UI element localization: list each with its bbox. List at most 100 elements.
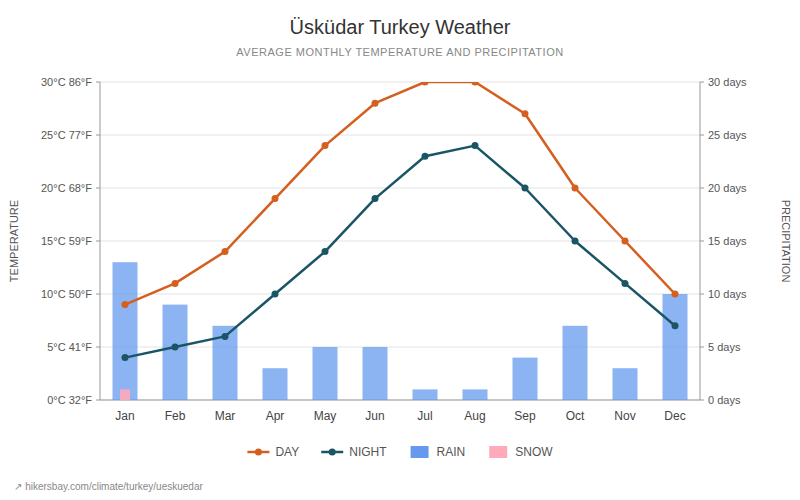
- bar: [520, 400, 530, 401]
- grid-line: [100, 400, 700, 401]
- point: [272, 291, 279, 298]
- subtitle: AVERAGE MONTHLY TEMPERATURE AND PRECIPIT…: [236, 46, 563, 58]
- x-tick-label: Oct: [566, 409, 585, 423]
- y-tick: [96, 188, 100, 189]
- bar: [513, 358, 538, 400]
- bar: [363, 347, 388, 400]
- bar: [263, 368, 288, 400]
- bar: [313, 347, 338, 400]
- x-tick-label: Jul: [417, 409, 432, 423]
- bar: [613, 368, 638, 400]
- x-tick-label: Dec: [664, 409, 685, 423]
- point: [672, 291, 679, 298]
- bar: [620, 400, 630, 401]
- bar: [270, 400, 280, 401]
- bar: [470, 400, 480, 401]
- y-tick: [96, 400, 100, 401]
- grid-line: [100, 188, 700, 189]
- bar: [420, 400, 430, 401]
- y2-tick-label: 25 days: [708, 129, 747, 141]
- y2-tick: [700, 241, 704, 242]
- line: [125, 82, 675, 305]
- legend-label: NIGHT: [349, 445, 387, 459]
- y-tick: [96, 347, 100, 348]
- marks: [113, 82, 688, 400]
- legend-marker: [255, 449, 262, 456]
- legend-swatch: [489, 446, 507, 458]
- x-tick-label: Mar: [215, 409, 236, 423]
- x-tick-label: Feb: [165, 409, 186, 423]
- point: [672, 322, 679, 329]
- bar: [320, 400, 330, 401]
- x-tick-label: May: [314, 409, 337, 423]
- legend-label: RAIN: [437, 445, 466, 459]
- y-axis-label: TEMPERATURE: [8, 200, 20, 282]
- legend-item: NIGHT: [321, 445, 387, 459]
- grid-line: [100, 294, 700, 295]
- x-tick-label: Jun: [365, 409, 384, 423]
- y2-tick-label: 5 days: [708, 341, 741, 353]
- x-tick-label: Sep: [514, 409, 536, 423]
- y-tick-label: 30°C 86°F: [41, 76, 92, 88]
- bar: [220, 400, 230, 401]
- y-tick: [96, 135, 100, 136]
- x-axis-line: [100, 400, 700, 401]
- bar: [413, 389, 438, 400]
- point: [122, 301, 129, 308]
- point: [422, 153, 429, 160]
- point: [622, 238, 629, 245]
- bar: [563, 326, 588, 400]
- line: [125, 146, 675, 358]
- legend-marker: [329, 449, 336, 456]
- title: Üsküdar Turkey Weather: [290, 16, 511, 38]
- y2-axis: 0 days5 days10 days15 days20 days25 days…: [700, 76, 747, 406]
- point: [572, 185, 579, 192]
- y-tick-label: 25°C 77°F: [41, 129, 92, 141]
- point: [372, 195, 379, 202]
- y-tick-label: 0°C 32°F: [47, 394, 92, 406]
- x-tick-label: Jan: [115, 409, 134, 423]
- bar: [570, 400, 580, 401]
- y2-tick: [700, 82, 704, 83]
- bar-series: [113, 262, 688, 400]
- y2-tick: [700, 135, 704, 136]
- y-tick-label: 10°C 50°F: [41, 288, 92, 300]
- point: [372, 100, 379, 107]
- x-axis: JanFebMarAprMayJunJulAugSepOctNovDec: [115, 409, 685, 423]
- point: [222, 248, 229, 255]
- y-tick-label: 5°C 41°F: [47, 341, 92, 353]
- y2-tick-label: 30 days: [708, 76, 747, 88]
- legend-item: SNOW: [489, 445, 553, 459]
- annotation: ↗ hikersbay.com/climate/turkey/ueskuedar: [14, 481, 203, 492]
- point: [522, 185, 529, 192]
- legend: DAY NIGHT RAIN SNOW: [247, 445, 553, 459]
- point: [472, 82, 479, 86]
- y2-axis-label: PRECIPITATION: [780, 200, 792, 283]
- bar: [213, 326, 238, 400]
- grid: [100, 82, 700, 400]
- bar: [163, 305, 188, 400]
- point: [172, 344, 179, 351]
- bar: [120, 389, 130, 400]
- legend-item: RAIN: [411, 445, 466, 459]
- bar: [113, 262, 138, 400]
- grid-line: [100, 82, 700, 83]
- legend-label: DAY: [275, 445, 299, 459]
- y-tick: [96, 241, 100, 242]
- x-tick-label: Apr: [266, 409, 285, 423]
- grid-line: [100, 135, 700, 136]
- line-series: [122, 142, 679, 361]
- point: [322, 142, 329, 149]
- point: [222, 333, 229, 340]
- y-tick: [96, 82, 100, 83]
- point: [272, 195, 279, 202]
- y2-tick-label: 10 days: [708, 288, 747, 300]
- point: [172, 280, 179, 287]
- y2-tick: [700, 400, 704, 401]
- legend-swatch: [411, 446, 429, 458]
- bar: [170, 400, 180, 401]
- x-tick-label: Nov: [614, 409, 635, 423]
- y-tick-label: 20°C 68°F: [41, 182, 92, 194]
- y2-tick-label: 0 days: [708, 394, 741, 406]
- legend-item: DAY: [247, 445, 299, 459]
